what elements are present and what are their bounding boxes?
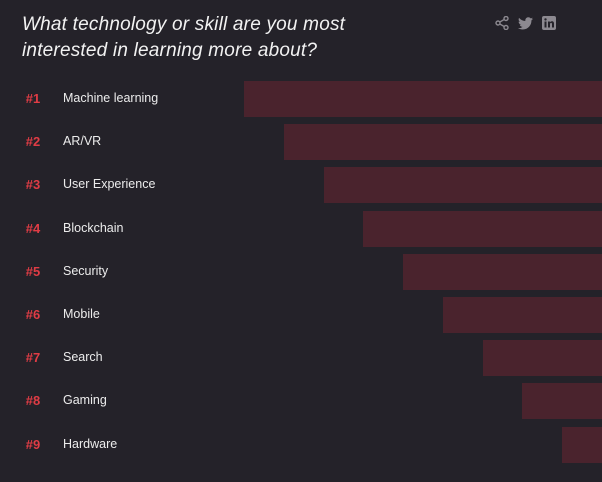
twitter-icon[interactable]	[518, 16, 533, 30]
share-icon[interactable]	[495, 16, 509, 30]
rank-label: #9	[25, 436, 41, 452]
category-label: Gaming	[63, 393, 107, 408]
bar	[442, 297, 602, 333]
category-label: User Experience	[63, 177, 156, 192]
share-bar	[495, 16, 556, 30]
category-label: Search	[63, 350, 103, 365]
bar	[482, 340, 602, 377]
rank-label: #5	[25, 263, 41, 279]
bar	[522, 383, 602, 420]
rank-label: #4	[25, 220, 41, 236]
bar	[323, 167, 602, 204]
bar	[403, 253, 602, 290]
rank-label: #2	[25, 134, 41, 150]
rank-label: #8	[25, 393, 41, 409]
rank-label: #7	[25, 350, 41, 366]
category-label: Machine learning	[63, 91, 159, 105]
category-label: Hardware	[63, 436, 118, 451]
bar	[283, 124, 602, 161]
rank-label: #3	[25, 177, 41, 193]
category-label: Security	[63, 263, 109, 278]
chart-title: What technology or skill are you most in…	[22, 14, 346, 61]
rank-label: #1	[25, 91, 41, 106]
rank-label: #6	[25, 307, 41, 322]
category-label: Blockchain	[63, 220, 124, 235]
category-label: AR/VR	[63, 134, 102, 149]
bar	[363, 210, 602, 247]
bar	[562, 426, 602, 463]
category-label: Mobile	[63, 307, 100, 321]
linkedin-icon[interactable]	[542, 16, 556, 30]
bar	[244, 81, 602, 117]
